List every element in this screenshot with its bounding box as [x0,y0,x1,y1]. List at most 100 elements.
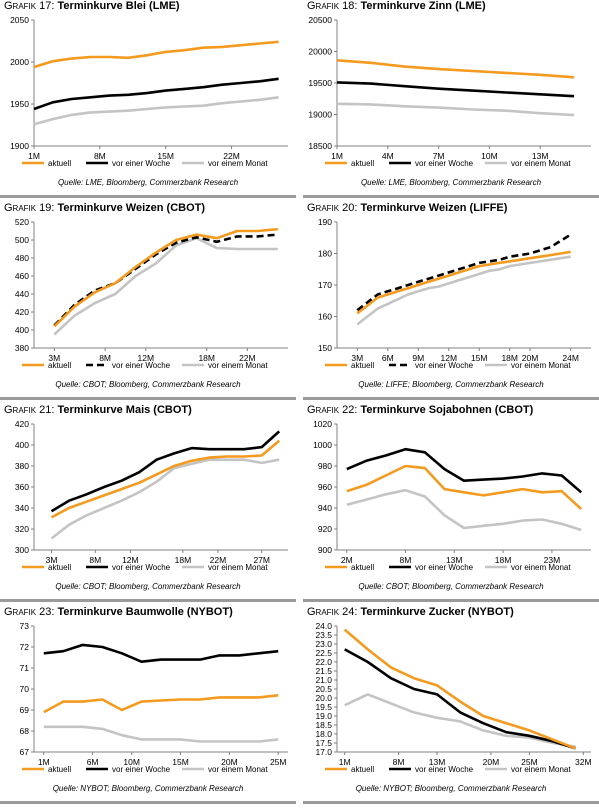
x-tick-label: 27M [253,555,270,565]
chart-panel-sojabohnen-cbot: Grafik 22: Terminkurve Sojabohnen (CBOT)… [303,404,599,606]
y-tick-label: 920 [318,524,332,534]
chart-svg: 18500 19000 19500 20000 20500 1M 4M 7M 10M 13M akt… [308,15,591,168]
chart-title: Grafik 22: Terminkurve Sojabohnen (CBOT) [307,404,533,417]
x-tick-label: 13M [446,555,463,565]
x-tick-label: 32M [575,757,592,767]
chart-panel-baumwolle-nybot: Grafik 23: Terminkurve Baumwolle (NYBOT)… [0,606,296,808]
legend-label-aktuell: aktuell [48,361,71,370]
y-tick-label: 400 [15,325,29,335]
x-tick-label: 1M [38,757,50,767]
y-tick-label: 1020 [313,419,332,429]
x-tick-label: 25M [270,757,287,767]
series-line-woche [53,233,278,327]
y-tick-label: 19500 [308,78,332,88]
series-line-woche [33,77,279,111]
legend-label-woche: vor einer Woche [112,765,171,774]
y-tick-label: 68 [20,726,30,736]
y-tick-label: 21.5 [315,666,332,676]
x-tick-label: 10M [481,151,498,161]
x-tick-label: 2M [341,555,353,565]
y-tick-label: 940 [318,503,332,513]
chart-title-prefix: Grafik 19: [4,202,55,214]
legend-label-aktuell: aktuell [351,765,374,774]
series-line-monat [346,488,582,532]
x-tick-label: 13M [429,757,446,767]
x-tick-label: 20M [483,757,500,767]
y-tick-label: 2000 [10,57,29,67]
x-tick-label: 3M [48,353,60,363]
divider-rule [0,397,296,400]
legend-label-aktuell: aktuell [351,563,374,572]
y-tick-label: 520 [15,217,29,227]
chart-svg: 900 920 940 960 980 1000 1020 2M 8M 13M 18M 23M aktu… [313,419,591,572]
y-tick-label: 320 [15,524,29,534]
y-tick-label: 1950 [10,99,29,109]
y-tick-label: 23.0 [315,639,332,649]
chart-title: Grafik 20: Terminkurve Weizen (LIFFE) [307,202,507,215]
y-tick-label: 24.0 [315,621,332,631]
y-tick-label: 67 [20,747,30,757]
legend-label-aktuell: aktuell [48,159,71,168]
y-tick-label: 20500 [308,15,332,25]
y-tick-label: 20.5 [315,684,332,694]
y-tick-label: 360 [15,482,29,492]
x-tick-label: 20M [522,353,539,363]
series-line-woche [356,233,572,312]
legend-label-woche: vor einer Woche [415,765,474,774]
x-tick-label: 3M [351,353,363,363]
series-line-woche [344,648,576,750]
chart-title: Grafik 19: Terminkurve Weizen (CBOT) [4,202,205,215]
chart-svg: 1900 1950 2000 2050 1M 8M 15M 22M aktuell vor ein… [10,15,288,168]
y-tick-label: 150 [318,343,332,353]
chart-source: Quelle: LIFFE; Bloomberg, Commerzbank Re… [358,380,544,389]
x-tick-label: 24M [562,353,579,363]
y-tick-label: 17.5 [315,738,332,748]
series-line-woche [43,643,279,664]
y-tick-label: 18500 [308,141,332,151]
series-line-monat [356,255,571,326]
chart-svg: 67 68 69 70 71 72 73 1M 6M 10M 15M 20M 25M aktuell vor… [20,621,288,774]
legend-label-monat: vor einem Monat [511,765,571,774]
x-tick-label: 15M [172,757,189,767]
legend-label-woche: vor einer Woche [415,563,474,572]
y-tick-label: 300 [15,545,29,555]
y-tick-label: 420 [15,419,29,429]
chart-title-name: Terminkurve Weizen (LIFFE) [360,202,508,214]
legend-label-monat: vor einem Monat [511,159,571,168]
x-tick-label: 12M [440,353,457,363]
chart-title-prefix: Grafik 18: [307,0,358,12]
chart-title-name: Terminkurve Blei (LME) [57,0,180,12]
series-line-aktuell [346,464,583,510]
divider-rule [303,195,599,198]
y-tick-label: 170 [318,280,332,290]
y-tick-label: 22.0 [315,657,332,667]
y-tick-label: 19.5 [315,702,332,712]
legend-label-woche: vor einer Woche [415,159,474,168]
chart-panel-mais-cbot: Grafik 21: Terminkurve Mais (CBOT) 300 32… [0,404,296,606]
x-tick-label: 8M [399,555,411,565]
x-tick-label: 18M [495,555,512,565]
chart-source: Quelle: NYBOT; Bloomberg, Commerzbank Re… [52,784,244,793]
x-tick-label: 7M [433,151,445,161]
chart-panel-weizen-cbot: Grafik 19: Terminkurve Weizen (CBOT) 380… [0,202,296,404]
x-tick-label: 9M [412,353,424,363]
y-tick-label: 22.5 [315,648,332,658]
y-tick-label: 190 [318,217,332,227]
y-tick-label: 1900 [10,141,29,151]
y-tick-label: 72 [20,642,30,652]
legend-label-aktuell: aktuell [48,563,71,572]
x-tick-label: 1M [339,757,351,767]
series-line-woche [346,447,583,494]
divider-rule [303,397,599,400]
chart-title-name: Terminkurve Zucker (NYBOT) [360,606,514,618]
legend-label-monat: vor einem Monat [208,361,268,370]
chart-svg: 17.017.518.018.519.019.520.020.521.021.5… [315,621,592,774]
legend-label-monat: vor einem Monat [208,159,268,168]
legend-label-aktuell: aktuell [351,159,374,168]
y-tick-label: 2050 [10,15,29,25]
legend-label-monat: vor einem Monat [208,765,268,774]
legend-label-woche: vor einer Woche [112,563,171,572]
chart-title-name: Terminkurve Weizen (CBOT) [57,202,206,214]
legend-label-woche: vor einer Woche [112,361,171,370]
divider-rule [0,195,296,198]
